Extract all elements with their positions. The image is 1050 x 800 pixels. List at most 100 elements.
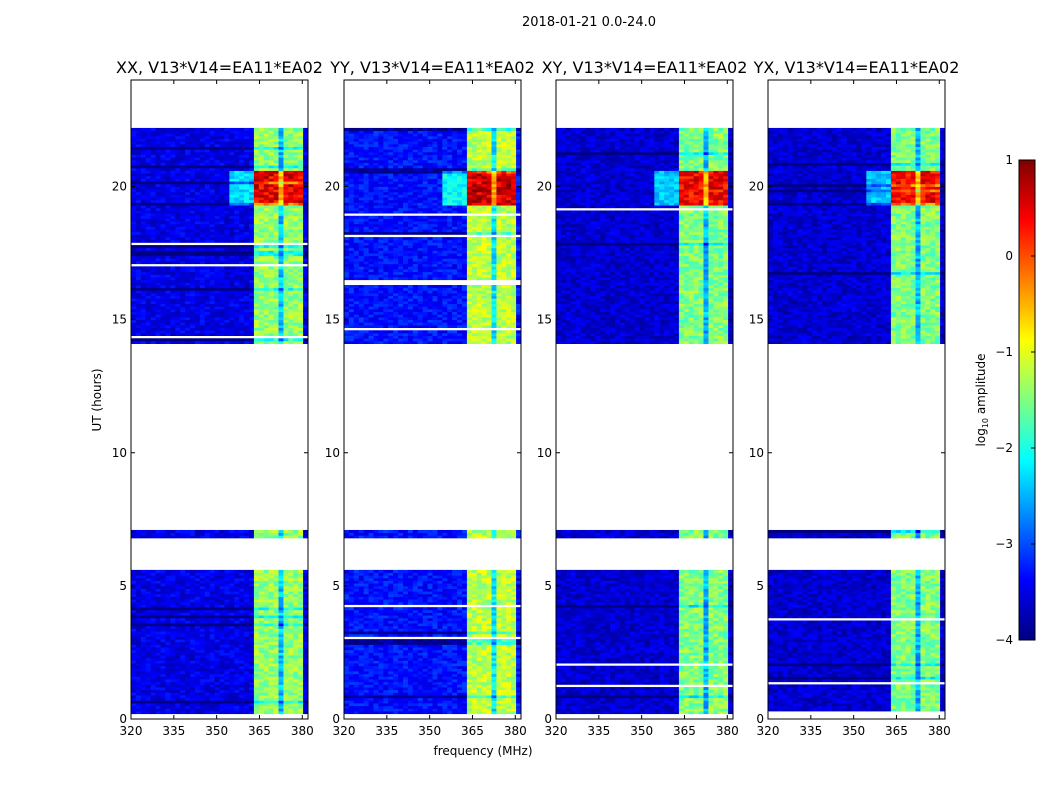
heatmap-cell bbox=[165, 532, 171, 536]
heatmap-cell bbox=[239, 612, 245, 616]
heatmap-cell bbox=[219, 133, 225, 137]
heatmap-cell bbox=[348, 711, 355, 715]
heatmap-cell bbox=[140, 679, 147, 683]
heatmap-cell bbox=[219, 234, 225, 238]
heatmap-cell bbox=[199, 529, 206, 534]
heatmap-cell bbox=[185, 599, 191, 603]
heatmap-cell bbox=[268, 231, 274, 235]
heatmap-cell bbox=[249, 647, 255, 651]
heatmap-cell bbox=[185, 330, 191, 334]
heatmap-cell bbox=[244, 159, 250, 163]
heatmap-cell bbox=[219, 250, 225, 254]
heatmap-cell bbox=[199, 695, 206, 699]
heatmap-cell bbox=[273, 223, 279, 227]
heatmap-cell bbox=[155, 639, 161, 643]
heatmap-cell bbox=[155, 338, 161, 342]
heatmap-cell bbox=[180, 679, 186, 683]
heatmap-cell bbox=[204, 303, 211, 307]
heatmap-cell bbox=[229, 327, 235, 331]
heatmap-cell bbox=[194, 647, 201, 651]
heatmap-cell bbox=[303, 231, 308, 235]
heatmap-cell bbox=[224, 269, 230, 273]
heatmap-cell bbox=[234, 708, 240, 712]
heatmap-cell bbox=[283, 599, 289, 603]
heatmap-cell bbox=[229, 593, 235, 597]
heatmap-cell bbox=[258, 247, 265, 251]
heatmap-cell bbox=[239, 173, 245, 177]
heatmap-cell bbox=[194, 162, 201, 166]
heatmap-cell bbox=[170, 295, 176, 299]
heatmap-cell bbox=[229, 575, 235, 579]
heatmap-cell bbox=[185, 580, 191, 584]
heatmap-cell bbox=[180, 639, 186, 643]
heatmap-cell bbox=[249, 218, 255, 222]
heatmap-cell bbox=[258, 271, 265, 275]
heatmap-cell bbox=[180, 620, 186, 624]
heatmap-cell bbox=[135, 234, 142, 238]
heatmap-cell bbox=[303, 178, 308, 182]
heatmap-cell bbox=[244, 625, 250, 629]
heatmap-cell bbox=[388, 705, 394, 709]
heatmap-cell bbox=[268, 143, 274, 147]
heatmap-cell bbox=[249, 269, 255, 273]
heatmap-cell bbox=[303, 162, 308, 166]
heatmap-cell bbox=[263, 655, 270, 659]
heatmap-cell bbox=[417, 711, 424, 715]
heatmap-cell bbox=[278, 237, 284, 241]
heatmap-cell bbox=[229, 316, 235, 321]
heatmap-cell bbox=[229, 532, 235, 536]
heatmap-cell bbox=[253, 151, 260, 155]
heatmap-cell bbox=[229, 572, 235, 576]
heatmap-cell bbox=[219, 186, 225, 190]
heatmap-cell bbox=[194, 269, 201, 273]
heatmap-cell bbox=[249, 205, 255, 209]
heatmap-cell bbox=[293, 127, 299, 131]
heatmap-cell bbox=[298, 170, 304, 174]
heatmap-cell bbox=[160, 141, 166, 145]
heatmap-cell bbox=[204, 625, 211, 629]
heatmap-cell bbox=[199, 687, 206, 691]
heatmap-cell bbox=[165, 657, 171, 661]
heatmap-cell bbox=[298, 237, 304, 241]
heatmap-cell bbox=[288, 223, 294, 227]
heatmap-cell bbox=[278, 644, 284, 648]
heatmap-cell bbox=[263, 332, 270, 336]
heatmap-cell bbox=[209, 604, 215, 608]
heatmap-cell bbox=[209, 218, 215, 222]
heatmap-cell bbox=[185, 207, 191, 211]
heatmap-cell bbox=[170, 141, 176, 145]
heatmap-cell bbox=[155, 319, 161, 323]
heatmap-cell bbox=[190, 327, 196, 331]
heatmap-cell bbox=[135, 178, 142, 182]
heatmap-cell bbox=[224, 647, 230, 651]
heatmap-cell bbox=[263, 178, 270, 182]
heatmap-cell bbox=[253, 569, 260, 573]
heatmap-cell bbox=[288, 221, 294, 225]
heatmap-cell bbox=[209, 628, 215, 632]
heatmap-cell bbox=[298, 340, 304, 344]
heatmap-cell bbox=[278, 157, 284, 161]
heatmap-cell bbox=[165, 293, 171, 297]
heatmap-cell bbox=[155, 170, 161, 174]
heatmap-cell bbox=[273, 213, 279, 217]
heatmap-cell bbox=[170, 210, 176, 214]
heatmap-cell bbox=[303, 234, 308, 238]
heatmap-cell bbox=[170, 226, 176, 230]
heatmap-cell bbox=[268, 290, 274, 294]
heatmap-cell bbox=[253, 202, 260, 206]
heatmap-cell bbox=[175, 300, 181, 305]
heatmap-cell bbox=[155, 245, 161, 249]
heatmap-cell bbox=[145, 711, 152, 715]
heatmap-cell bbox=[150, 279, 156, 283]
heatmap-cell bbox=[298, 607, 304, 611]
heatmap-cell bbox=[135, 194, 142, 198]
heatmap-cell bbox=[273, 652, 279, 656]
heatmap-cell bbox=[258, 266, 265, 270]
heatmap-cell bbox=[131, 681, 137, 685]
heatmap-cell bbox=[224, 569, 230, 573]
heatmap-cell bbox=[283, 146, 289, 150]
heatmap-cell bbox=[145, 277, 152, 281]
heatmap-cell bbox=[298, 287, 304, 291]
heatmap-cell bbox=[131, 218, 137, 222]
